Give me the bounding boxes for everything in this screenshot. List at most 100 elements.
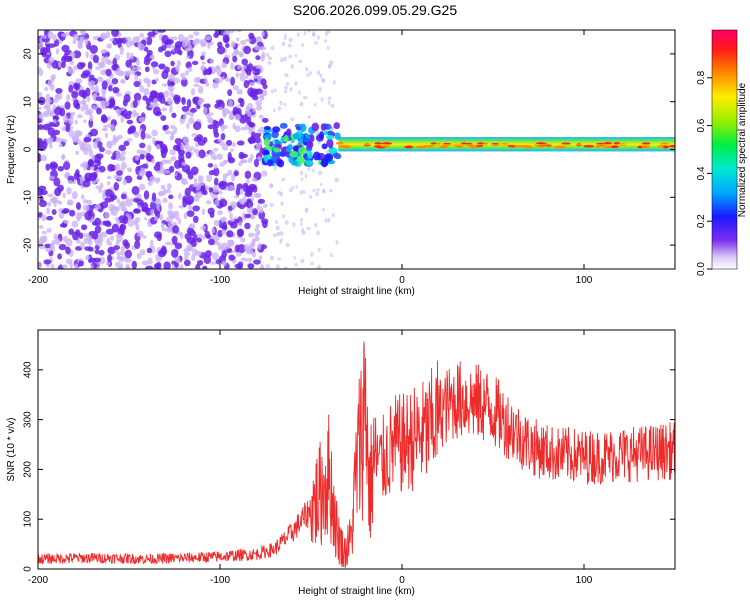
noise-blob	[64, 173, 69, 179]
noise-blob	[55, 48, 60, 55]
fringe-blob	[276, 231, 281, 237]
noise-blob	[168, 202, 173, 210]
noise-blob	[226, 109, 230, 114]
noise-blob	[208, 187, 214, 193]
y-tick-label: 200	[23, 461, 34, 478]
noise-blob	[254, 227, 259, 233]
noise-blob	[212, 81, 219, 89]
fringe-blob	[308, 70, 312, 76]
noise-blob	[62, 235, 69, 243]
noise-blob	[227, 156, 235, 164]
noise-blob	[80, 106, 86, 112]
noise-blob	[67, 180, 74, 185]
noise-blob	[139, 183, 146, 191]
noise-blob	[175, 212, 180, 221]
noise-blob	[54, 94, 60, 99]
noise-blob	[104, 132, 109, 139]
fringe-blob	[294, 53, 298, 58]
noise-blob	[232, 122, 236, 130]
noise-blob	[189, 222, 196, 229]
noise-blob	[105, 68, 112, 77]
noise-blob	[214, 198, 220, 207]
fringe-blob	[304, 207, 309, 211]
noise-blob	[250, 196, 255, 202]
noise-blob	[204, 77, 208, 84]
fringe-blob	[327, 217, 331, 223]
noise-blob	[201, 61, 206, 65]
noise-blob	[81, 224, 88, 231]
fringe-blob	[293, 256, 297, 260]
fringe-blob	[325, 149, 330, 155]
transition-blob	[295, 126, 301, 131]
fringe-blob	[327, 64, 331, 69]
noise-blob	[259, 93, 265, 102]
noise-blob	[75, 212, 83, 220]
x-tick-label: -100	[210, 275, 230, 286]
noise-blob	[73, 82, 79, 90]
noise-blob	[48, 175, 56, 180]
noise-blob	[196, 233, 204, 239]
noise-blob	[110, 235, 115, 242]
noise-blob	[169, 135, 174, 141]
noise-blob	[68, 228, 75, 236]
noise-blob	[216, 45, 226, 55]
noise-blob	[124, 241, 130, 250]
noise-blob	[122, 179, 127, 186]
noise-blob	[225, 139, 233, 147]
noise-blob	[47, 127, 55, 136]
fringe-blob	[322, 189, 326, 194]
noise-blob	[160, 115, 167, 121]
noise-blob	[213, 177, 219, 186]
noise-blob	[68, 84, 74, 93]
noise-blob	[212, 185, 220, 193]
noise-blob	[239, 72, 246, 78]
colorbar-tick-label: 0.4	[696, 166, 707, 180]
noise-blob	[222, 173, 227, 181]
noise-blob	[46, 207, 50, 215]
noise-blob	[221, 229, 226, 236]
noise-blob	[108, 241, 112, 247]
noise-blob	[53, 98, 59, 104]
peak-mark	[507, 144, 518, 148]
noise-blob	[169, 105, 173, 113]
noise-blob	[197, 85, 204, 94]
noise-blob	[207, 163, 214, 168]
fringe-blob	[269, 255, 275, 261]
noise-blob	[260, 54, 265, 62]
fringe-blob	[294, 263, 299, 267]
noise-blob	[150, 61, 159, 68]
noise-blob	[173, 126, 178, 135]
transition-blob	[311, 122, 320, 132]
noise-blob	[134, 240, 141, 249]
fringe-blob	[331, 212, 335, 218]
fringe-blob	[289, 87, 293, 92]
noise-blob	[253, 158, 259, 168]
fringe-blob	[275, 225, 280, 231]
noise-blob	[156, 233, 162, 242]
noise-blob	[102, 49, 108, 53]
fringe-blob	[292, 222, 296, 227]
noise-blob	[142, 260, 149, 266]
noise-blob	[174, 242, 183, 250]
noise-blob	[220, 133, 226, 141]
fringe-blob	[316, 188, 320, 192]
noise-blob	[247, 263, 255, 269]
noise-blob	[78, 89, 87, 98]
noise-blob	[76, 114, 84, 119]
noise-blob	[49, 243, 54, 251]
fringe-blob	[318, 86, 322, 92]
fringe-blob	[312, 188, 316, 193]
noise-blob	[48, 56, 55, 64]
noise-blob	[109, 38, 114, 42]
noise-blob	[94, 217, 102, 227]
fringe-blob	[285, 81, 290, 86]
noise-blob	[119, 250, 127, 256]
noise-blob	[237, 64, 242, 70]
noise-blob	[232, 55, 238, 63]
x-tick-label: 100	[576, 275, 593, 286]
noise-blob	[146, 135, 152, 139]
noise-blob	[46, 228, 52, 233]
noise-blob	[248, 137, 254, 145]
noise-blob	[147, 31, 156, 38]
noise-blob	[219, 217, 226, 222]
